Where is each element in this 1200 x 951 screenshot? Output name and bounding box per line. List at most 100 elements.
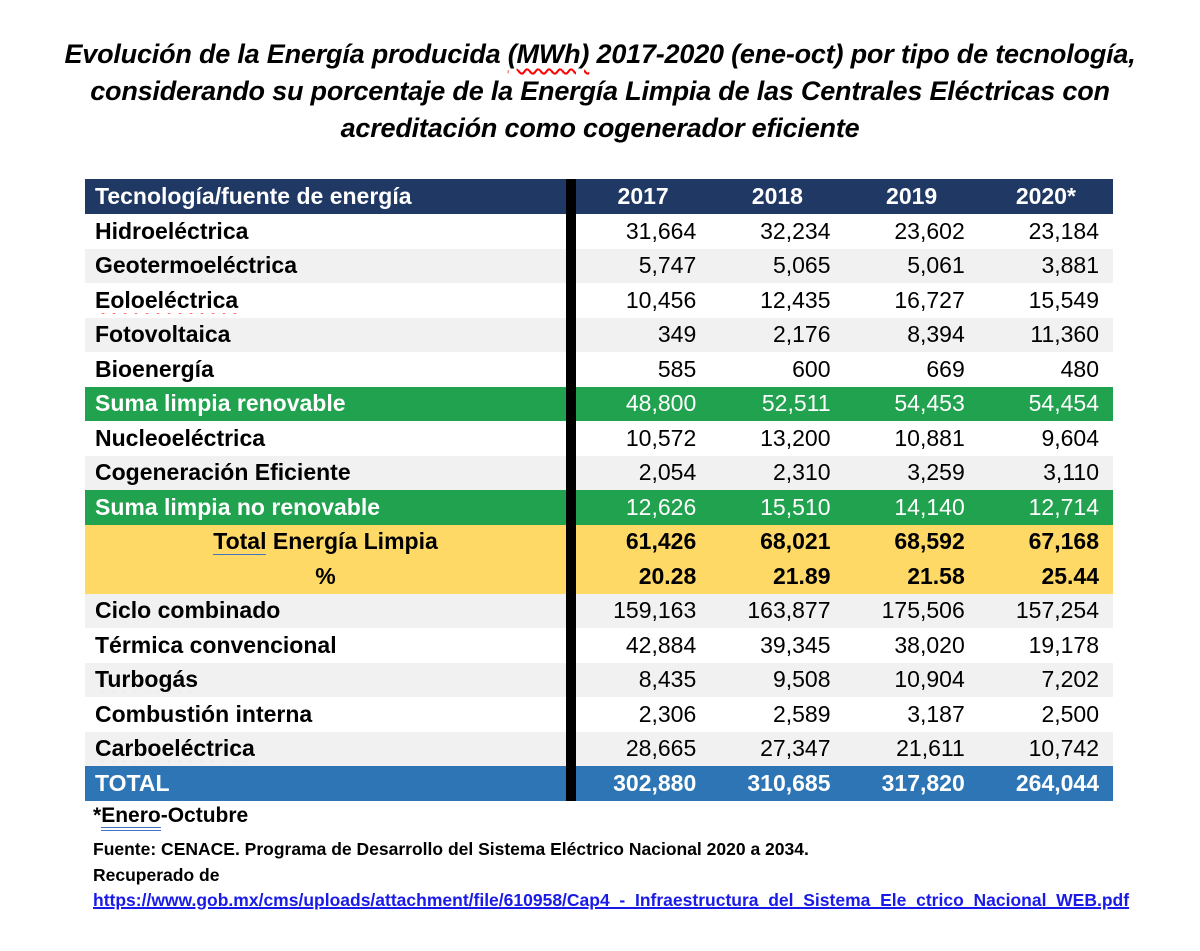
cell-value: 23,184 [1028, 217, 1099, 244]
row-label: Suma limpia renovable [95, 390, 346, 417]
title-line1-post: 2017-2020 (ene-oct) por tipo de tecnolog… [589, 39, 1136, 69]
header-technology-column: Tecnología/fuente de energía [95, 183, 412, 209]
cell-value: 21,611 [896, 735, 965, 762]
table-row: Carboeléctrica 28,665 27,347 21,611 10,742 [85, 731, 1113, 766]
column-divider-bar [566, 421, 576, 456]
cell-value: 9,508 [772, 666, 831, 693]
source-line: Fuente: CENACE. Programa de Desarrollo d… [93, 839, 809, 859]
cell-value: 10,742 [1028, 735, 1099, 762]
row-label: Geotermoeléctrica [85, 252, 566, 279]
cell-value: 8,394 [907, 321, 965, 348]
cell-value: 5,065 [772, 252, 831, 279]
cell-value: 163,877 [747, 597, 831, 624]
column-divider-bar [566, 179, 576, 214]
cell-value: 61,426 [625, 528, 697, 555]
cell-value: 2,500 [1041, 700, 1099, 727]
cell-value: 54,454 [1028, 390, 1099, 417]
source-url-line: https://www.gob.mx/cms/uploads/attachmen… [93, 888, 1153, 912]
cell-value: 3,110 [1043, 459, 1099, 486]
row-label: Eoloeléctrica [85, 287, 566, 314]
cell-value: 12,626 [625, 493, 697, 520]
cell-value: 2,176 [772, 321, 831, 348]
table-header-row: Tecnología/fuente de energía 2017 2018 201… [85, 179, 1113, 214]
row-label: Cogeneración Eficiente [95, 459, 351, 486]
cell-value: 5,747 [638, 252, 697, 279]
page-title: Evolución de la Energía producida (MWh) … [60, 36, 1140, 147]
cell-value: 42,884 [625, 631, 697, 658]
cell-value: 349 [657, 321, 697, 348]
cell-value: 52,511 [761, 390, 831, 417]
title-mwh-misspelling: (MWh) [507, 39, 590, 69]
cell-value: 25.44 [1041, 562, 1099, 589]
cell-value: 21.89 [772, 562, 831, 589]
retrieved-label: Recuperado de [93, 865, 220, 885]
table-row: % 20.28 21.89 21.58 25.44 [85, 559, 1113, 594]
column-divider-bar [566, 766, 576, 801]
cell-value: 10,904 [894, 666, 965, 693]
cell-value: 585 [657, 355, 697, 382]
grammar-underlined-word: Total [213, 528, 267, 556]
spellcheck-underlined-word: Carboeléctrica [95, 735, 255, 762]
table-row: Turbogás 8,435 9,508 10,904 7,202 [85, 662, 1113, 697]
column-divider-bar [566, 283, 576, 318]
column-divider-bar [566, 455, 576, 490]
title-line2: considerando su porcentaje de la Energía… [90, 76, 1110, 106]
cell-value: 8,435 [638, 666, 697, 693]
cell-value: 157,254 [1015, 597, 1099, 624]
cell-value: 15,510 [760, 493, 831, 520]
source-url-link[interactable]: https://www.gob.mx/cms/uploads/attachmen… [93, 890, 1130, 910]
row-label: Térmica convencional [95, 631, 337, 658]
cell-value: 264,044 [1015, 769, 1099, 796]
cell-value: 10,456 [625, 286, 697, 313]
row-label: Nucleoeléctrica [95, 424, 266, 451]
row-label: Suma limpia no renovable [95, 493, 381, 520]
cell-value: 10,572 [625, 424, 697, 451]
column-divider-bar [566, 559, 576, 594]
cell-value: 67,168 [1028, 528, 1099, 555]
footnote-enero-octubre: *Enero-Octubre [93, 804, 1153, 831]
column-divider-bar [566, 490, 576, 525]
cell-value: 54,453 [894, 390, 965, 417]
cell-value: 10,881 [894, 424, 965, 451]
row-label: Fotovoltaica [95, 321, 231, 348]
cell-value: 11,360 [1030, 321, 1099, 348]
cell-value: 27,347 [760, 735, 831, 762]
title-line3: acreditación como cogenerador eficiente [340, 113, 860, 143]
table-row: Geotermoeléctrica 5,747 5,065 5,061 3,881 [85, 248, 1113, 283]
row-label: TOTAL [95, 769, 170, 796]
cell-value: 5,061 [907, 252, 965, 279]
table-row: Bioenergía 585 600 669 480 [85, 352, 1113, 387]
cell-value: 48,800 [625, 390, 697, 417]
row-label: % [315, 562, 336, 589]
table-body: Hidroeléctrica 31,664 32,234 23,602 23,184 Ge… [85, 214, 1113, 801]
table-row: Fotovoltaica 349 2,176 8,394 11,360 [85, 317, 1113, 352]
cell-value: 317,820 [881, 769, 965, 796]
cell-value: 15,549 [1028, 286, 1099, 313]
cell-value: 12,435 [760, 286, 831, 313]
column-divider-bar [566, 731, 576, 766]
cell-value: 20.28 [638, 562, 697, 589]
row-label: Bioenergía [95, 355, 214, 382]
cell-value: 480 [1060, 355, 1099, 382]
column-divider-bar [566, 697, 576, 732]
spellcheck-underlined-word: Geotermoeléctrica [95, 252, 297, 279]
column-divider-bar [566, 593, 576, 628]
column-divider-bar [566, 317, 576, 352]
cell-value: 2,589 [772, 700, 831, 727]
cell-value: 175,506 [881, 597, 965, 624]
table-row: Combustión interna 2,306 2,589 3,187 2,500 [85, 697, 1113, 732]
cell-value: 68,021 [760, 528, 831, 555]
cell-value: 669 [926, 355, 965, 382]
column-divider-bar [566, 628, 576, 663]
table-row: Eoloeléctrica 10,456 12,435 16,727 15,549 [85, 283, 1113, 318]
row-label: Total Energía Limpia [85, 528, 566, 556]
column-divider-bar [566, 352, 576, 387]
cell-value: 600 [792, 355, 831, 382]
spellcheck-underlined-word: Eoloeléctrica [95, 286, 239, 313]
column-divider-bar [566, 248, 576, 283]
row-label: Ciclo combinado [95, 597, 281, 624]
table-row: Térmica convencional 42,884 39,345 38,020 19… [85, 628, 1113, 663]
cell-value: 2,310 [772, 459, 831, 486]
row-label: Hidroeléctrica [95, 217, 249, 244]
cell-value: 3,259 [907, 459, 965, 486]
